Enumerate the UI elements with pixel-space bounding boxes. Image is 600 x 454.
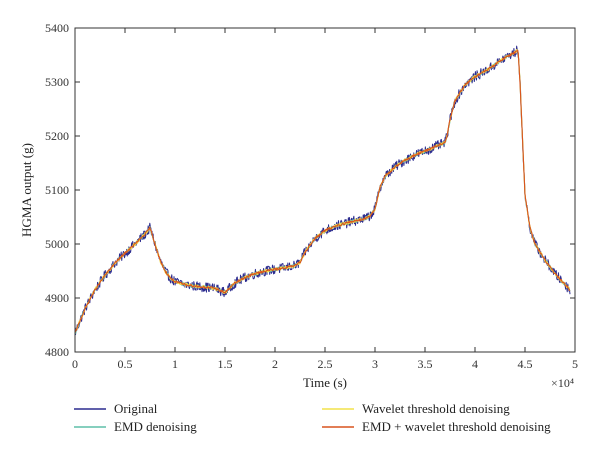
y-axis-label: HGMA output (g) <box>19 143 34 237</box>
x-tick-label: 2 <box>272 357 278 371</box>
y-tick-label: 4800 <box>45 345 69 359</box>
x-tick-label: 1.5 <box>218 357 233 371</box>
legend: Original EMD denoising Wavelet threshold d… <box>74 401 551 434</box>
series-layer <box>74 45 571 336</box>
x-tick-label: 0.5 <box>118 357 133 371</box>
y-axis-ticks: 4800 4900 5000 5100 5200 5300 5400 <box>45 21 575 359</box>
legend-label-1: Original <box>114 401 158 416</box>
plot-area <box>75 28 575 352</box>
legend-label-4: EMD + wavelet threshold denoising <box>362 419 551 434</box>
y-tick-label: 5200 <box>45 129 69 143</box>
legend-label-2: EMD denoising <box>114 419 197 434</box>
y-tick-label: 5400 <box>45 21 69 35</box>
series-line-4 <box>74 49 571 333</box>
x-tick-label: 4 <box>472 357 478 371</box>
x-tick-label: 5 <box>572 357 578 371</box>
x-tick-label: 4.5 <box>518 357 533 371</box>
y-tick-label: 5000 <box>45 237 69 251</box>
x-tick-label: 0 <box>72 357 78 371</box>
x-axis-ticks: 0 0.5 1 1.5 2 2.5 3 3.5 4 4.5 5 <box>72 28 578 371</box>
y-tick-label: 4900 <box>45 291 69 305</box>
x-axis-label: Time (s) <box>303 375 347 390</box>
x-tick-label: 3 <box>372 357 378 371</box>
y-tick-label: 5100 <box>45 183 69 197</box>
x-tick-label: 3.5 <box>418 357 433 371</box>
x-tick-label: 1 <box>172 357 178 371</box>
y-tick-label: 5300 <box>45 75 69 89</box>
legend-label-3: Wavelet threshold denoising <box>362 401 510 416</box>
x-axis-multiplier: ×10⁴ <box>551 376 574 390</box>
x-tick-label: 2.5 <box>318 357 333 371</box>
